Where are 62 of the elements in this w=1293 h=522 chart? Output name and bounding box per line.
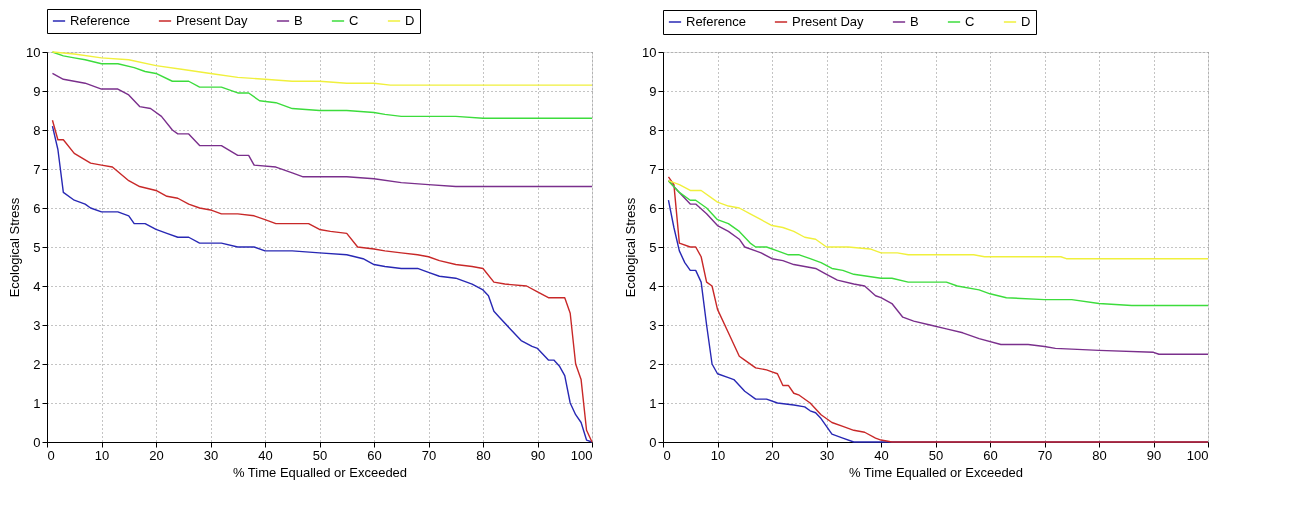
y-tick-label: 2	[649, 356, 657, 372]
x-tick-label: 90	[1146, 447, 1162, 463]
x-tick-label: 80	[476, 447, 491, 463]
y-tick-label: 10	[642, 44, 657, 60]
line-series	[51, 51, 593, 86]
x-tick-label: 40	[258, 447, 273, 463]
x-tick-label: 30	[819, 447, 835, 463]
x-tick-label: 20	[765, 447, 780, 463]
y-tick-label: 2	[33, 356, 41, 372]
y-tick-label: 4	[33, 278, 41, 294]
legend-label: C	[965, 14, 975, 29]
y-tick-label: 8	[33, 122, 41, 138]
x-axis-title: % Time Equalled or Exceeded	[232, 464, 408, 480]
line-series	[667, 180, 1209, 260]
y-tick-label: 10	[26, 44, 41, 60]
y-tick-label: 9	[33, 83, 41, 99]
y-tick-label: 0	[649, 434, 657, 450]
y-tick-label: 9	[649, 83, 657, 99]
x-tick-label: 0	[47, 447, 55, 463]
y-tick-label: 0	[33, 434, 41, 450]
x-tick-label: 60	[367, 447, 382, 463]
x-tick-label: 100	[1186, 447, 1209, 463]
y-tick-label: 7	[33, 161, 41, 177]
x-tick-label: 70	[421, 447, 437, 463]
x-tick-label: 30	[203, 447, 219, 463]
y-tick-label: 5	[33, 239, 41, 255]
legend-label: Present Day	[792, 14, 865, 29]
y-tick-label: 7	[649, 161, 657, 177]
x-tick-label: 0	[663, 447, 671, 463]
legend-label: Reference	[70, 13, 130, 28]
y-tick-label: 3	[33, 317, 41, 333]
x-tick-label: 50	[928, 447, 944, 463]
x-tick-label: 80	[1092, 447, 1107, 463]
x-tick-label: 60	[983, 447, 998, 463]
y-tick-label: 5	[649, 239, 657, 255]
y-axis-title: Ecological Stress	[623, 197, 639, 298]
legend-label: C	[349, 13, 359, 28]
y-tick-label: 4	[649, 278, 657, 294]
legend-label: D	[405, 13, 415, 28]
y-axis-title: Ecological Stress	[7, 197, 23, 298]
x-tick-label: 20	[149, 447, 164, 463]
line-series	[667, 180, 1209, 307]
y-tick-label: 6	[33, 200, 41, 216]
y-tick-label: 6	[649, 200, 657, 216]
x-tick-label: 100	[570, 447, 593, 463]
x-tick-label: 10	[94, 447, 110, 463]
y-tick-label: 1	[649, 395, 657, 411]
legend-label: B	[910, 14, 919, 29]
x-tick-label: 90	[530, 447, 546, 463]
y-tick-label: 3	[649, 317, 657, 333]
x-tick-label: 70	[1037, 447, 1053, 463]
y-tick-label: 1	[33, 395, 41, 411]
x-tick-label: 50	[312, 447, 328, 463]
legend-label: Reference	[686, 14, 746, 29]
line-series	[51, 72, 593, 188]
x-tick-label: 10	[710, 447, 726, 463]
y-tick-label: 8	[649, 122, 657, 138]
legend-label: D	[1021, 14, 1031, 29]
legend-label: B	[294, 13, 303, 28]
x-axis-title: % Time Equalled or Exceeded	[848, 464, 1024, 480]
x-tick-label: 40	[874, 447, 889, 463]
legend-label: Present Day	[176, 13, 249, 28]
